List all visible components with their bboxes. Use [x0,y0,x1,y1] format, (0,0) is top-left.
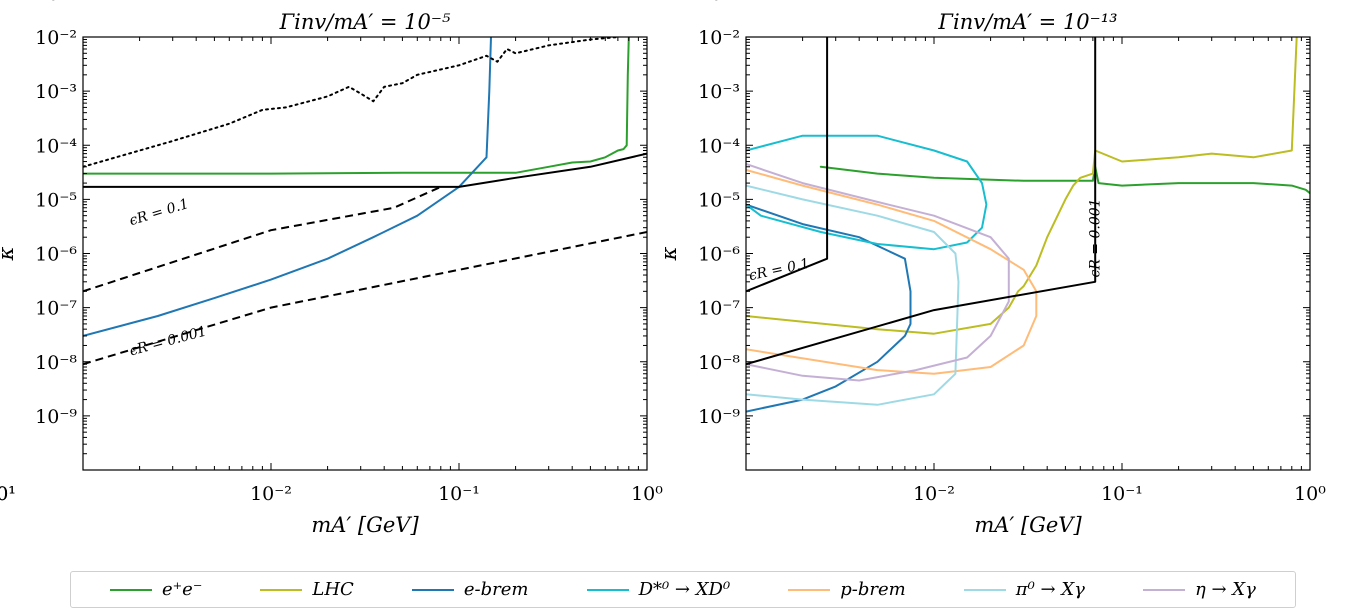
y-tick-label: 10⁻³ [698,81,740,103]
x-tick-label: 10¹ [0,483,16,505]
legend-swatch [411,588,454,591]
legend-label: D*⁰ → XD⁰ [638,579,731,600]
legend-label: e-brem [463,579,529,600]
legend-item: e-brem [411,579,529,600]
solid-black-8 [746,37,1097,366]
x-tick-label: 10⁰ [1294,483,1326,505]
y-tick-label: 10⁻⁸ [35,352,77,374]
legend-label: p-brem [840,579,906,600]
epsilon-annotation: ϵR = 0.1 [127,196,190,229]
y-tick-label: 10⁻⁹ [35,406,77,428]
epsilon-annotation: ϵR = 0.001 [128,324,209,360]
legend: e⁺e⁻ LHC e-brem D*⁰ → XD⁰ p-brem π⁰ → Xγ η → X… [70,571,1296,608]
y-axis-label: κ [657,246,681,261]
epsilon-annotation: ϵR = 0.001 [1088,198,1104,277]
epsilon-annotation: ϵR = 0.1 [747,256,810,284]
series-group [746,37,1310,413]
y-axis-label: κ [0,246,18,261]
ticks [82,36,648,471]
y-tick-label: 10⁻⁴ [35,135,77,157]
legend-label: η → Xγ [1195,579,1256,600]
legend-swatch [788,588,831,591]
x-tick-label: 10⁰ [631,483,663,505]
y-tick-label: 10⁻² [35,27,77,49]
legend-label: e⁺e⁻ [162,579,203,600]
right-panel: 10⁻² 10⁻¹ 10⁰ 10¹ 10⁻⁹ 10⁻⁸ 10⁻⁷ 10⁻⁶ 10⁻⁵ 10⁻⁴ 10… [0,0,1326,537]
legend-item: D*⁰ → XD⁰ [586,579,731,600]
left-panel: 10⁻² 10⁻¹ 10⁰ 10¹ 10⁻⁹ 10⁻⁸ 10⁻⁷ 10⁻⁶ 10⁻⁵ 10⁻⁴ 10… [0,0,663,537]
legend-label: π⁰ → Xγ [1015,579,1085,600]
legend-item: π⁰ → Xγ [963,579,1085,600]
series-e-brem [746,203,912,413]
series-π⁰ → Xγ [746,184,960,406]
y-tick-label: 10⁻³ [35,81,77,103]
legend-item: p-brem [788,579,906,600]
solid-black-7 [746,37,829,293]
series-e⁺e⁻ [819,165,1310,195]
ticks [745,36,1311,471]
plot-frame [82,36,648,471]
legend-swatch [963,588,1006,591]
series-D*⁰ → XD⁰ [746,134,988,251]
y-tick-label: 10⁻⁶ [698,244,740,266]
chart-canvas: 10⁻² 10⁻¹ 10⁰ 10¹ 10⁻⁹ 10⁻⁸ 10⁻⁷ 10⁻⁶ 10⁻⁵ 10⁻⁴ 10… [0,0,1326,537]
y-tick-label: 10⁻⁷ [698,298,740,320]
legend-item: e⁺e⁻ [110,579,202,600]
series-e-brem [83,37,492,337]
y-tick-label: 10⁻⁶ [35,244,77,266]
y-tick-label: 10⁻¹ [35,0,77,5]
y-tick-label: 10⁻⁴ [698,135,740,157]
x-tick-label: 10⁻² [913,483,955,505]
legend-item: LHC [260,579,354,600]
legend-item: η → Xγ [1143,579,1256,600]
x-tick-label: 10⁻² [250,483,292,505]
dotted-black-5 [83,37,619,168]
y-tick-label: 10⁻² [698,27,740,49]
y-tick-label: 10⁻⁵ [698,189,740,211]
y-tick-label: 10⁻⁸ [698,352,740,374]
y-tick-label: 10⁻⁷ [35,298,77,320]
solid-black-2 [83,152,647,188]
series-e⁺e⁻ [83,37,630,175]
panel-title: Γinv/mA′ = 10⁻¹³ [937,10,1117,34]
plot-frame [745,36,1311,471]
legend-swatch [1143,588,1185,591]
y-tick-label: 10⁻⁹ [698,406,740,428]
x-axis-label: mA′ [GeV] [311,513,419,537]
series-group [83,37,647,366]
dashed-black-3 [83,185,442,293]
dashed-black-4 [83,231,647,366]
legend-label: LHC [312,579,354,600]
series-LHC [746,37,1298,335]
x-tick-label: 10⁻¹ [438,483,480,505]
y-tick-label: 10⁻¹ [698,0,740,5]
y-tick-label: 10⁻⁵ [35,189,77,211]
x-tick-label: 10¹ [0,483,16,505]
panel-title: Γinv/mA′ = 10⁻⁵ [279,10,451,34]
legend-swatch [260,588,303,591]
series-η → Xγ [746,163,1010,382]
x-tick-label: 10⁻¹ [1101,483,1143,505]
legend-swatch [586,588,629,591]
x-axis-label: mA′ [GeV] [974,513,1082,537]
legend-swatch [110,588,153,591]
